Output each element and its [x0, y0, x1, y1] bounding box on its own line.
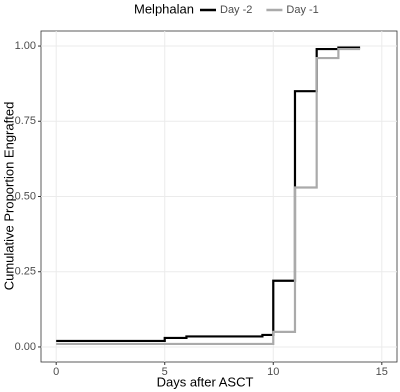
legend-label: Day -2 [220, 4, 252, 16]
y-tick-label: 0.25 [15, 266, 36, 278]
x-tick-label: 15 [376, 366, 388, 378]
y-tick-label: 0.00 [15, 341, 36, 353]
step-line [56, 47, 361, 346]
y-tick-label: 0.50 [15, 190, 36, 202]
y-tick-label: 1.00 [15, 40, 36, 52]
x-tick-label: 0 [53, 366, 59, 378]
step-line [56, 46, 361, 343]
y-axis-title: Cumulative Proportion Engrafted [1, 102, 16, 291]
x-axis-title: Days after ASCT [157, 374, 254, 389]
x-tick-label: 5 [162, 366, 168, 378]
legend-title: Melphalan [134, 1, 194, 16]
legend-label: Day -1 [286, 4, 318, 16]
x-tick-label: 10 [267, 366, 279, 378]
y-tick-label: 0.75 [15, 115, 36, 127]
